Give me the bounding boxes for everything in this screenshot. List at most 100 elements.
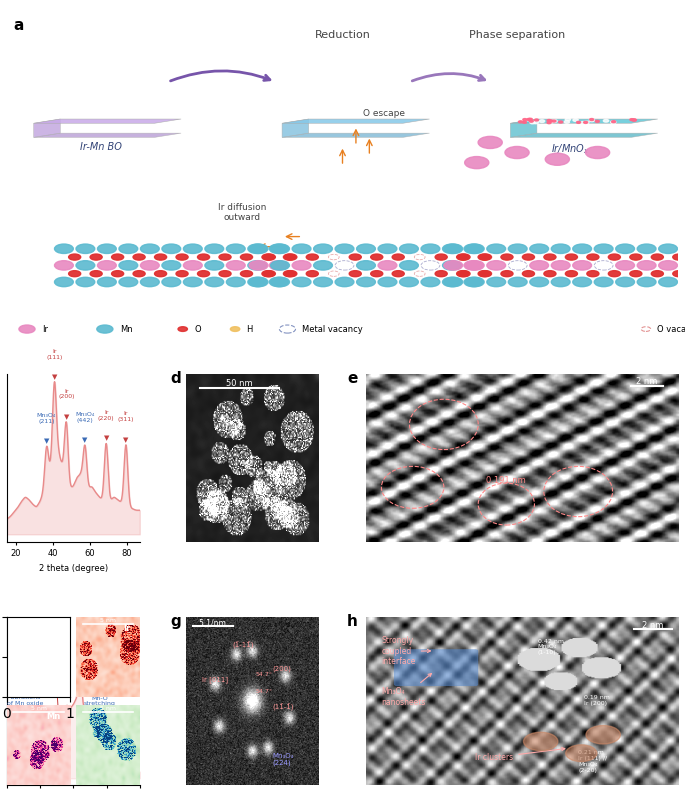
Circle shape — [465, 244, 484, 254]
Text: d: d — [171, 371, 181, 385]
Circle shape — [547, 120, 551, 121]
Circle shape — [444, 244, 462, 254]
Circle shape — [632, 119, 636, 121]
Circle shape — [219, 254, 231, 260]
Circle shape — [140, 261, 159, 270]
Circle shape — [112, 270, 124, 277]
Circle shape — [399, 278, 419, 287]
Circle shape — [616, 244, 634, 254]
Circle shape — [119, 261, 138, 270]
Circle shape — [523, 121, 527, 124]
Polygon shape — [510, 133, 658, 137]
Circle shape — [443, 261, 461, 270]
Circle shape — [97, 244, 116, 254]
Circle shape — [435, 270, 447, 277]
FancyBboxPatch shape — [394, 649, 478, 686]
Circle shape — [539, 120, 545, 122]
Circle shape — [552, 120, 557, 122]
Text: Ir diffusion
outward: Ir diffusion outward — [218, 203, 266, 222]
Circle shape — [458, 270, 470, 277]
Circle shape — [501, 254, 513, 260]
Circle shape — [590, 118, 594, 121]
Circle shape — [133, 270, 145, 277]
Circle shape — [271, 261, 290, 270]
Circle shape — [205, 278, 224, 287]
Circle shape — [523, 254, 534, 260]
Circle shape — [586, 726, 621, 744]
Circle shape — [205, 244, 224, 254]
Circle shape — [19, 325, 35, 333]
Text: 0.191 nm: 0.191 nm — [486, 476, 526, 485]
Circle shape — [119, 278, 138, 287]
Circle shape — [162, 278, 181, 287]
Circle shape — [612, 121, 616, 123]
Circle shape — [271, 278, 290, 287]
Circle shape — [603, 120, 609, 122]
Circle shape — [549, 121, 554, 123]
Circle shape — [284, 254, 295, 260]
Circle shape — [399, 261, 419, 270]
Circle shape — [378, 244, 397, 254]
Polygon shape — [34, 133, 181, 137]
Text: 2 nm: 2 nm — [636, 377, 658, 386]
Circle shape — [176, 270, 188, 277]
Circle shape — [263, 254, 275, 260]
Text: e: e — [347, 371, 358, 385]
Circle shape — [119, 244, 138, 254]
Circle shape — [184, 278, 202, 287]
Circle shape — [178, 327, 188, 331]
Circle shape — [357, 261, 375, 270]
Circle shape — [673, 254, 685, 260]
Circle shape — [176, 254, 188, 260]
Polygon shape — [34, 119, 60, 137]
Circle shape — [519, 121, 523, 123]
Circle shape — [565, 270, 577, 277]
Circle shape — [97, 325, 113, 333]
Circle shape — [226, 278, 245, 287]
Circle shape — [90, 254, 102, 260]
Circle shape — [76, 261, 95, 270]
Circle shape — [608, 254, 621, 260]
Circle shape — [637, 261, 656, 270]
Circle shape — [314, 244, 332, 254]
Circle shape — [443, 278, 461, 287]
Circle shape — [349, 270, 361, 277]
Circle shape — [637, 244, 656, 254]
Circle shape — [632, 119, 636, 121]
Circle shape — [630, 119, 634, 121]
Circle shape — [314, 278, 332, 287]
Circle shape — [651, 254, 663, 260]
Circle shape — [565, 118, 571, 121]
Circle shape — [284, 270, 295, 277]
Circle shape — [421, 244, 440, 254]
Circle shape — [314, 261, 332, 270]
Polygon shape — [282, 119, 309, 137]
Circle shape — [55, 244, 73, 254]
Circle shape — [269, 261, 288, 270]
Circle shape — [530, 278, 549, 287]
Text: Ir: Ir — [42, 324, 48, 334]
Circle shape — [184, 261, 202, 270]
Circle shape — [155, 254, 166, 260]
Circle shape — [55, 278, 73, 287]
Circle shape — [487, 278, 506, 287]
Circle shape — [393, 254, 404, 260]
Polygon shape — [510, 119, 658, 123]
Text: Skeletal
vibrations
of Mn oxide: Skeletal vibrations of Mn oxide — [7, 689, 43, 752]
Text: Ir
(220): Ir (220) — [98, 410, 114, 421]
Text: Mn: Mn — [120, 324, 132, 334]
Text: O: O — [194, 324, 201, 334]
Polygon shape — [282, 119, 429, 123]
Circle shape — [371, 270, 383, 277]
Circle shape — [90, 270, 102, 277]
Text: Ir/MnO$_x$: Ir/MnO$_x$ — [551, 143, 590, 156]
Text: Mn₃O₄
nanosheets: Mn₃O₄ nanosheets — [382, 673, 432, 707]
Circle shape — [630, 254, 642, 260]
Y-axis label: Intensity (arb. units): Intensity (arb. units) — [0, 419, 1, 497]
Circle shape — [226, 244, 245, 254]
Circle shape — [530, 261, 549, 270]
Text: 54.7°: 54.7° — [256, 689, 273, 694]
Polygon shape — [282, 133, 429, 137]
Circle shape — [544, 254, 556, 260]
Circle shape — [577, 121, 581, 124]
